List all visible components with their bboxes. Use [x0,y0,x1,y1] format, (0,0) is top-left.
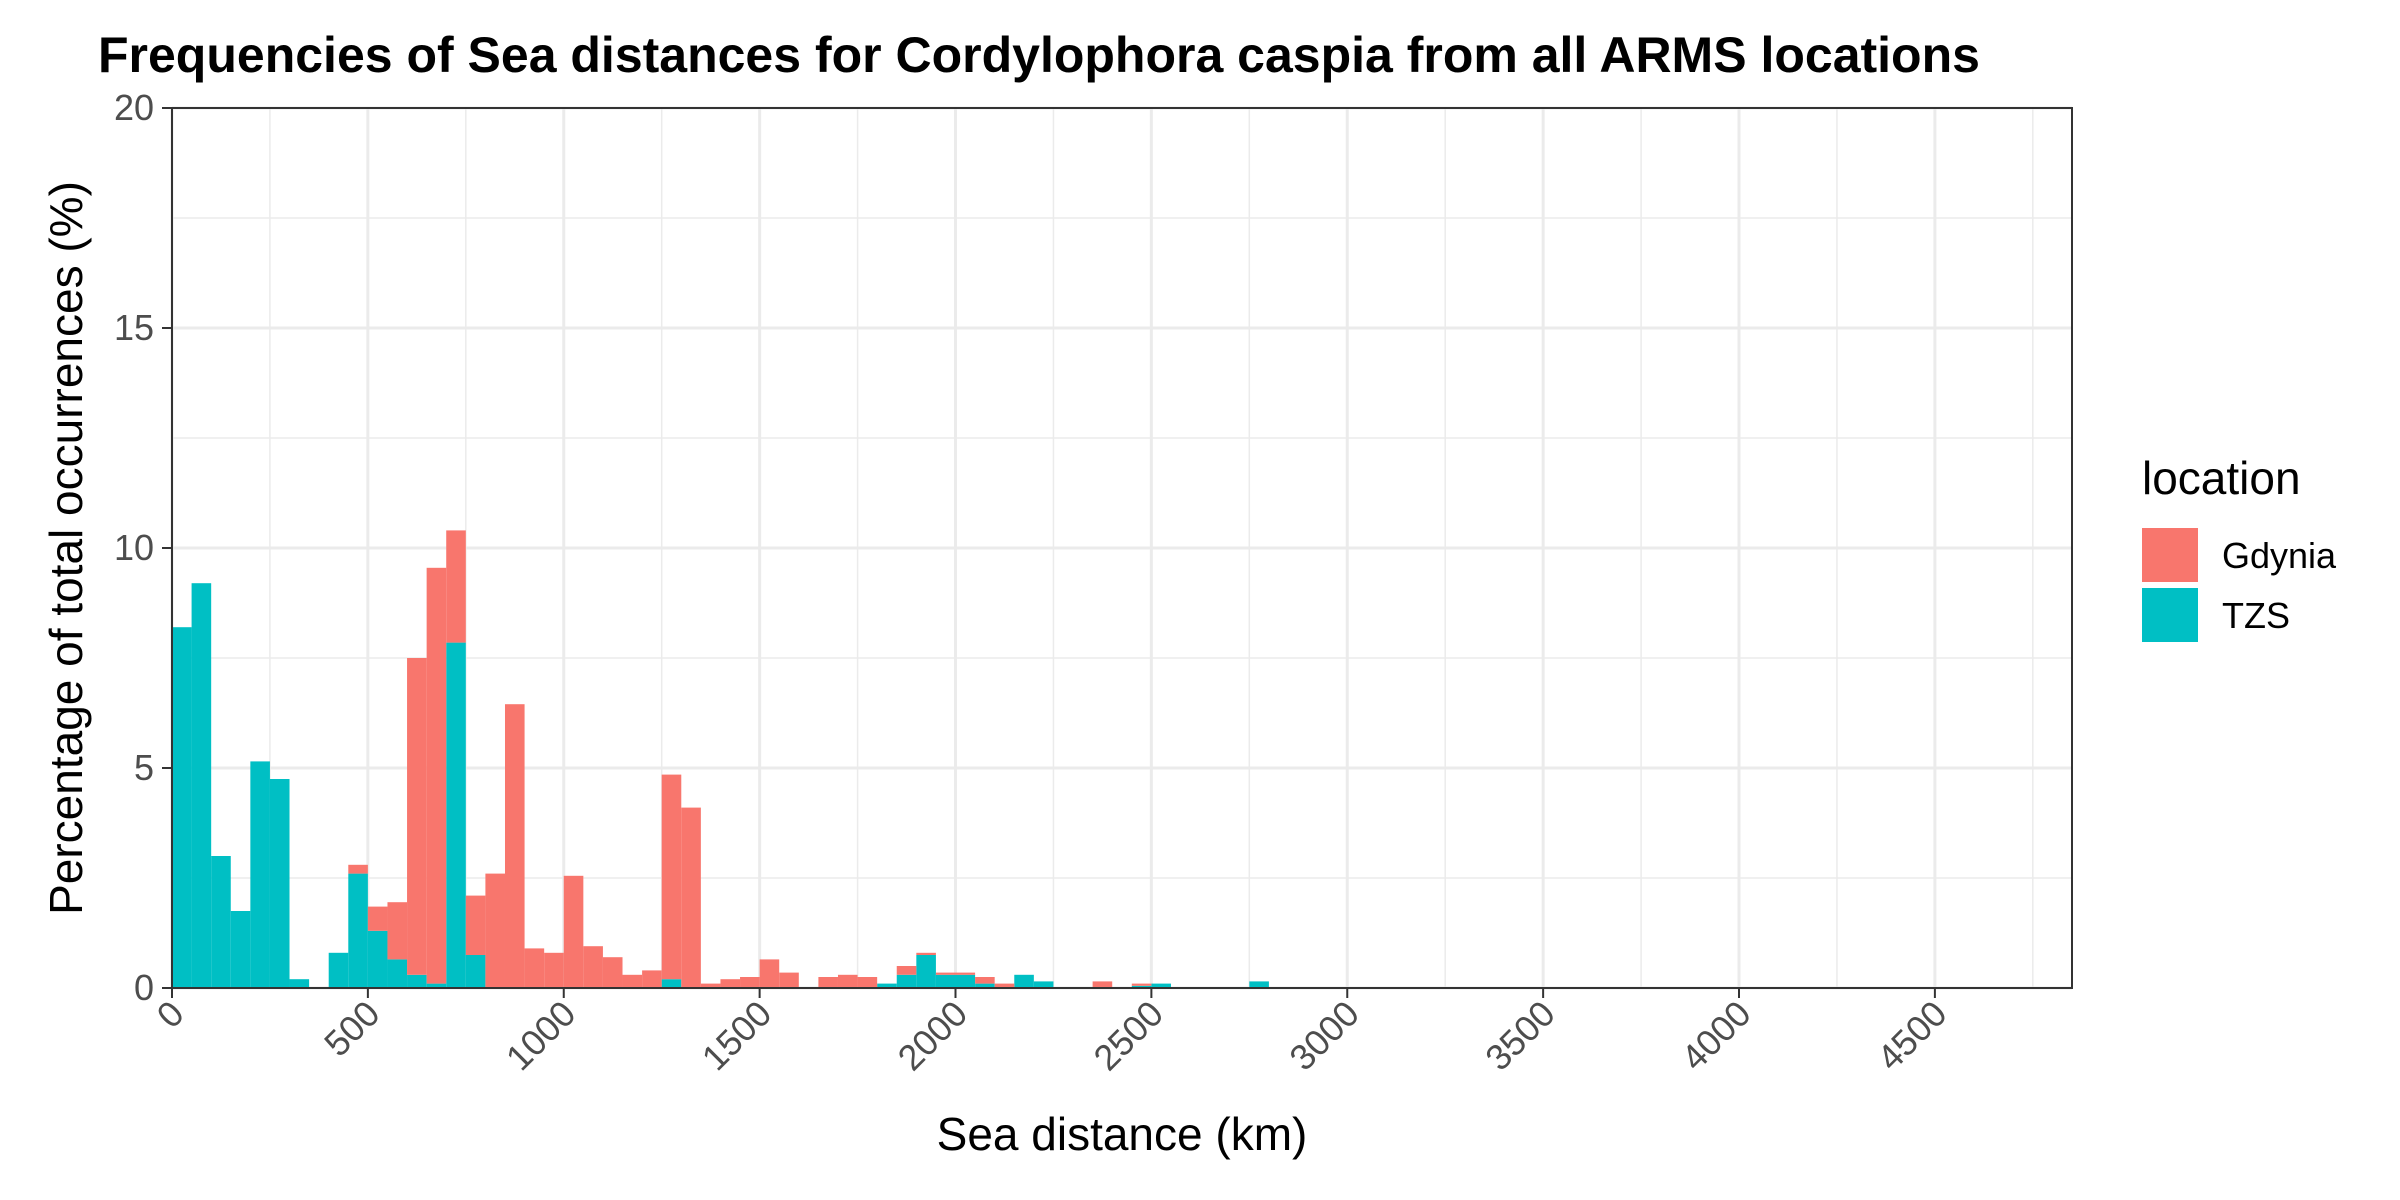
x-tick-label: 3000 [1281,993,1367,1079]
x-tick-label: 4500 [1869,993,1955,1079]
bar-tzs [1249,981,1269,988]
legend-label-tzs: TZS [2222,595,2290,636]
bar-gdynia [602,957,623,988]
bar-gdynia [700,983,721,988]
bar-gdynia [387,902,408,960]
bar-gdynia [1131,983,1152,986]
bar-tzs [367,930,388,988]
bar-gdynia [896,966,917,975]
bar-gdynia [583,946,603,988]
bar-tzs [1131,985,1152,988]
bar-tzs [975,983,995,988]
y-axis-label: Percentage of total occurrences (%) [40,181,92,915]
bar-tzs [465,955,486,988]
bar-gdynia [837,974,858,988]
x-tick-label: 1000 [498,993,584,1079]
bar-gdynia [1092,981,1113,988]
y-tick-label: 20 [114,87,154,128]
bar-tzs [896,974,917,988]
bar-tzs [328,952,349,988]
bar-gdynia [524,948,545,988]
x-tick-label: 500 [316,993,387,1064]
bar-tzs [230,911,251,988]
bar-tzs [877,983,897,988]
bar-gdynia [563,875,584,988]
chart-title: Frequencies of Sea distances for Cordylo… [98,27,1980,83]
y-tick-label: 5 [134,747,154,788]
bar-tzs [955,974,976,988]
bar-gdynia [779,972,799,988]
bar-tzs [407,974,427,988]
bar-tzs [250,761,270,988]
bar-gdynia [348,864,368,874]
bar-gdynia [720,979,741,988]
x-tick-label: 2500 [1085,993,1171,1079]
bar-tzs [426,983,447,988]
bar-gdynia [994,983,1015,988]
legend-label-gdynia: Gdynia [2222,535,2337,576]
histogram-bars [172,530,1269,988]
x-tick-label: 2000 [890,993,976,1079]
bar-tzs [211,856,231,988]
legend: location Gdynia TZS [2142,452,2337,642]
bar-tzs [191,583,212,988]
bar-gdynia [681,807,701,988]
legend-key-tzs [2142,588,2198,642]
bar-tzs [1014,974,1034,988]
bar-gdynia [426,567,447,984]
bar-tzs [1151,983,1171,988]
bar-gdynia [446,530,466,643]
bar-gdynia [407,658,427,975]
bar-tzs [289,979,310,988]
x-axis-ticks: 0 500 1000 1500 2000 2500 3000 3500 4000 4500 [149,988,1955,1078]
x-tick-label: 3500 [1477,993,1563,1079]
bar-gdynia [465,895,486,955]
bar-gdynia [759,959,780,988]
y-axis-ticks: 0 5 10 15 20 [114,87,172,1008]
bar-tzs [269,779,290,988]
x-axis-label: Sea distance (km) [937,1108,1308,1160]
bar-gdynia [857,977,878,988]
bar-tzs [1033,981,1054,988]
bar-gdynia [916,952,936,955]
bar-gdynia [642,970,662,988]
bar-tzs [172,627,192,988]
bar-gdynia [367,906,388,931]
bar-gdynia [485,873,505,988]
bar-tzs [935,974,956,988]
bar-gdynia [622,974,643,988]
x-tick-label: 0 [149,993,192,1036]
bar-gdynia [818,977,838,988]
bar-gdynia [955,972,976,975]
bar-gdynia [975,977,995,984]
bar-gdynia [935,972,956,975]
x-tick-label: 4000 [1673,993,1759,1079]
bar-tzs [387,959,408,988]
bar-tzs [916,955,936,988]
legend-title: location [2142,452,2301,504]
legend-key-gdynia [2142,528,2198,582]
y-tick-label: 10 [114,527,154,568]
bar-gdynia [740,977,760,988]
x-tick-label: 1500 [694,993,780,1079]
bar-gdynia [544,952,564,988]
bar-tzs [661,979,682,988]
bar-gdynia [661,774,682,980]
bar-tzs [348,873,368,988]
bar-tzs [446,642,466,988]
bar-gdynia [504,704,525,988]
y-tick-label: 15 [114,307,154,348]
y-tick-label: 0 [134,967,154,1008]
